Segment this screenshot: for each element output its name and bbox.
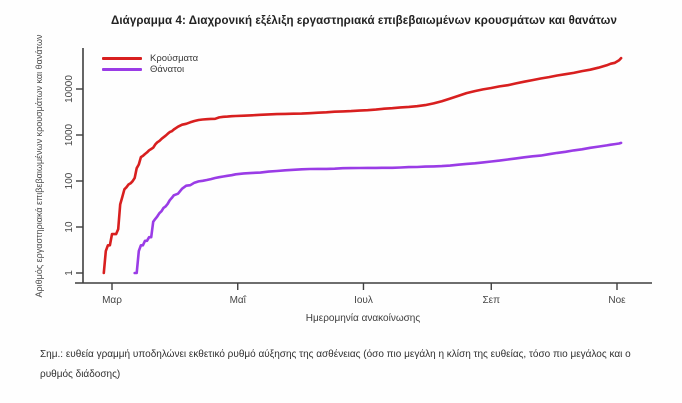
x-tick-label: Ιουλ [354,295,373,306]
x-tick-label: Σεπ [482,295,500,306]
y-tick-label: 1 [64,270,75,276]
y-tick-label: 1000 [64,123,75,146]
legend-item-cases: Κρούσματα [102,53,198,64]
footnote: Σημ.: ευθεία γραμμή υποδηλώνει εκθετικό … [40,349,631,380]
cases-legend-label: Κρούσματα [150,53,199,64]
chart-canvas: Μαρ Μαΐ Ιουλ Σεπ Νοε 1 10 100 1000 10000 [64,48,652,306]
y-tick-label: 100 [64,172,75,189]
y-tick-label: 10000 [64,75,75,103]
x-tick-label: Μαρ [102,295,122,306]
y-axis-label: Αριθμός εργαστηριακά επιβεβαιωμένων κρου… [34,34,44,298]
x-axis-label: Ημερομηνία ανακοίνωσης [305,313,421,324]
cases-legend-swatch [102,57,142,60]
deaths-legend-label: Θάνατοι [150,64,185,75]
deaths-legend-swatch [102,68,142,71]
chart-title: Διάγραμμα 4: Διαχρονική εξέλιξη εργαστηρ… [111,15,617,27]
legend-item-deaths: Θάνατοι [102,64,198,75]
deaths-line [133,141,623,275]
x-tick-label: Νοε [608,295,626,306]
y-tick-label: 10 [64,221,75,233]
cases-line [102,56,623,275]
x-tick-label: Μαΐ [230,294,247,306]
chart-legend: Κρούσματα Θάνατοι [102,53,198,75]
